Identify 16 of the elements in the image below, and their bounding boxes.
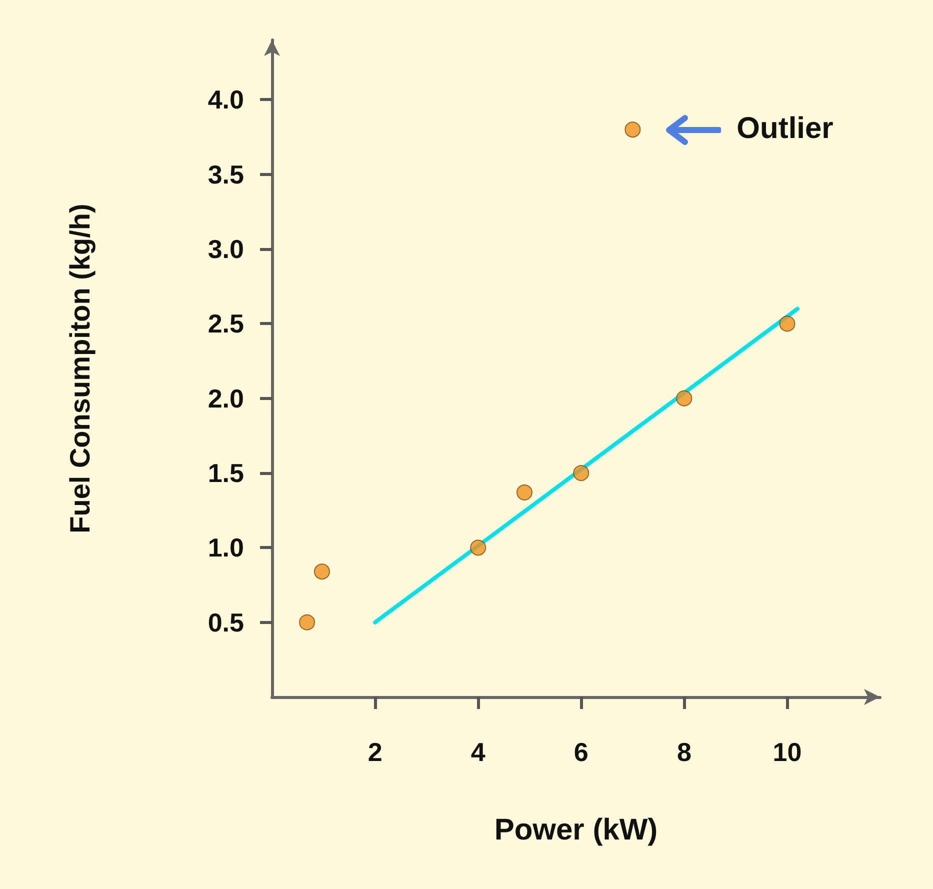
y-tick-label: 3.0 bbox=[208, 234, 244, 264]
y-tick-label: 2.0 bbox=[208, 383, 244, 414]
y-tick-label: 2.5 bbox=[208, 308, 244, 339]
y-tick-label: 4.0 bbox=[208, 84, 244, 115]
x-tick-label: 4 bbox=[470, 737, 486, 767]
y-tick-label: 1.5 bbox=[208, 458, 244, 488]
y-tick-label: 3.5 bbox=[208, 159, 244, 190]
x-tick-label: 2 bbox=[368, 737, 382, 767]
annotation: Outlier bbox=[736, 112, 834, 146]
y-tick-label: 0.5 bbox=[208, 607, 244, 638]
y-tick-label: 1.0 bbox=[208, 532, 244, 563]
x-tick-label: 6 bbox=[574, 737, 588, 767]
x-tick-label: 10 bbox=[772, 737, 802, 767]
y-axis-title: Fuel Consumpiton (kg/h) bbox=[64, 204, 96, 534]
x-axis-title: Power (kW) bbox=[494, 814, 658, 846]
x-tick-label: 8 bbox=[676, 737, 692, 767]
